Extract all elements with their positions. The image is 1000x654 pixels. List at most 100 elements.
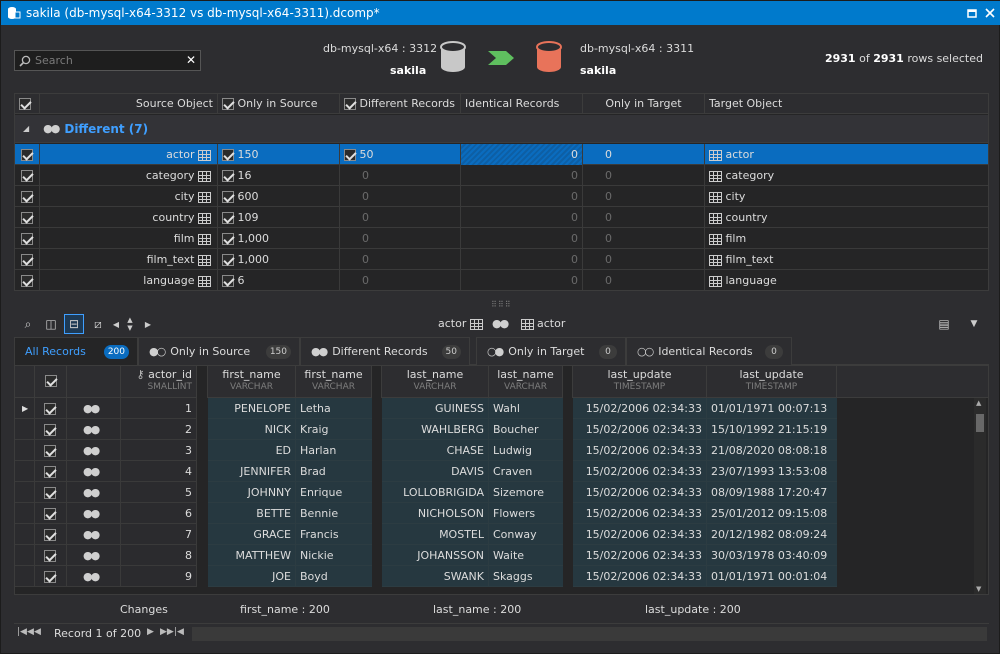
- object-row[interactable]: category 16 0 0 0 category: [15, 165, 988, 186]
- object-row[interactable]: actor 150 50 0 0 actor: [15, 144, 988, 165]
- grid-options-button[interactable]: ▤: [934, 314, 954, 334]
- col-target-object[interactable]: Target Object: [709, 97, 783, 110]
- record-select-cell[interactable]: [35, 545, 67, 566]
- different-records-cell[interactable]: 0: [340, 249, 461, 270]
- record-row[interactable]: ●● 9 JOE Boyd SWANK Skaggs 15/02/2006 02:34:33…: [15, 566, 975, 587]
- record-checkbox[interactable]: [44, 529, 56, 541]
- record-checkbox[interactable]: [44, 487, 56, 499]
- group-row-different[interactable]: ◢ ●● Different (7): [15, 115, 988, 143]
- next-diff-button[interactable]: ▶: [142, 314, 154, 334]
- object-row-checkbox[interactable]: [21, 275, 33, 287]
- tab-only-in-source[interactable]: ●○ Only in Source 150: [138, 337, 300, 365]
- horizontal-scrollbar[interactable]: [192, 627, 987, 641]
- tab-different-records[interactable]: ●● Different Records 50: [300, 337, 470, 365]
- record-checkbox[interactable]: [44, 445, 56, 457]
- only-in-source-row-checkbox[interactable]: [222, 254, 234, 266]
- record-row[interactable]: ●● 7 GRACE Francis MOSTEL Conway 15/02/2006 02…: [15, 524, 975, 545]
- panel-splitter-handle[interactable]: ⠿⠿⠿: [491, 300, 512, 309]
- only-in-source-row-checkbox[interactable]: [222, 191, 234, 203]
- object-row[interactable]: country 109 0 0 0 country: [15, 207, 988, 228]
- select-all-records-header[interactable]: [35, 366, 67, 398]
- col-last-update-target[interactable]: last_update TIMESTAMP: [707, 366, 837, 398]
- record-checkbox[interactable]: [44, 571, 56, 583]
- record-row[interactable]: ●● 5 JOHNNY Enrique LOLLOBRIGIDA Sizemore 15/0…: [15, 482, 975, 503]
- select-all-records-checkbox[interactable]: [44, 375, 57, 387]
- close-button[interactable]: [983, 6, 997, 20]
- object-row-checkbox[interactable]: [21, 170, 33, 182]
- first-record-icon[interactable]: |◀◀: [17, 627, 34, 637]
- only-in-source-cell[interactable]: 109: [218, 207, 340, 228]
- record-select-cell[interactable]: [35, 566, 67, 587]
- col-actor-id[interactable]: ⚷ actor_id SMALLINT: [121, 366, 197, 398]
- tab-only-in-target[interactable]: ○● Only in Target 0: [476, 337, 626, 365]
- options-dropdown-button[interactable]: ▼: [964, 314, 984, 334]
- record-checkbox[interactable]: [44, 403, 56, 415]
- scroll-up-icon[interactable]: ▲: [976, 399, 982, 407]
- previous-diff-button[interactable]: ◀: [110, 314, 122, 334]
- object-row-select[interactable]: [15, 228, 40, 249]
- only-in-source-cell[interactable]: 150: [218, 144, 340, 165]
- record-select-cell[interactable]: [35, 419, 67, 440]
- col-last-name-source[interactable]: last_name VARCHAR: [382, 366, 489, 398]
- object-row-select[interactable]: [15, 144, 40, 165]
- tab-identical-records[interactable]: ○○ Identical Records 0: [626, 337, 792, 365]
- tab-all-records[interactable]: All Records 200: [14, 337, 138, 365]
- different-records-cell[interactable]: 0: [340, 207, 461, 228]
- only-in-source-cell[interactable]: 16: [218, 165, 340, 186]
- scroll-down-icon[interactable]: ▼: [976, 585, 982, 593]
- different-records-cell[interactable]: 0: [340, 228, 461, 249]
- object-row-checkbox[interactable]: [21, 191, 33, 203]
- previous-record-icon[interactable]: ◀: [34, 627, 41, 637]
- only-in-source-row-checkbox[interactable]: [222, 275, 234, 287]
- col-only-in-source[interactable]: Only in Source: [218, 94, 340, 114]
- col-first-name-target[interactable]: first_name VARCHAR: [296, 366, 372, 398]
- object-row-checkbox[interactable]: [21, 254, 33, 266]
- scroll-left-icon[interactable]: ◀: [177, 627, 184, 637]
- object-row-select[interactable]: [15, 249, 40, 270]
- object-row-checkbox[interactable]: [21, 233, 33, 245]
- different-records-cell[interactable]: 0: [340, 165, 461, 186]
- select-all-objects-checkbox[interactable]: [19, 98, 31, 110]
- object-row-select[interactable]: [15, 186, 40, 207]
- only-in-source-cell[interactable]: 1,000: [218, 228, 340, 249]
- record-checkbox[interactable]: [44, 466, 56, 478]
- up-down-button[interactable]: ▲ ▼: [124, 314, 136, 334]
- collapse-triangle-icon[interactable]: ◢: [23, 124, 30, 133]
- search-input[interactable]: [35, 54, 175, 67]
- columns-layout-button[interactable]: ◫: [41, 314, 61, 334]
- record-select-cell[interactable]: [35, 503, 67, 524]
- different-records-cell[interactable]: 50: [340, 144, 461, 165]
- object-row-select[interactable]: [15, 165, 40, 186]
- only-in-source-row-checkbox[interactable]: [222, 233, 234, 245]
- split-view-button[interactable]: ⊟: [64, 314, 84, 334]
- only-in-source-cell[interactable]: 600: [218, 186, 340, 207]
- object-row[interactable]: film_text 1,000 0 0 0 film_text: [15, 249, 988, 270]
- only-in-source-row-checkbox[interactable]: [222, 212, 234, 224]
- clear-search-icon[interactable]: ✕: [185, 53, 196, 67]
- next-record-icon[interactable]: ▶: [147, 627, 154, 637]
- record-checkbox[interactable]: [44, 550, 56, 562]
- only-in-source-cell[interactable]: 1,000: [218, 249, 340, 270]
- record-row[interactable]: ●● 6 BETTE Bennie NICHOLSON Flowers 15/02/2006…: [15, 503, 975, 524]
- different-records-cell[interactable]: 0: [340, 186, 461, 207]
- record-row[interactable]: ●● 8 MATTHEW Nickie JOHANSSON Waite 15/02/2006…: [15, 545, 975, 566]
- object-row[interactable]: city 600 0 0 0 city: [15, 186, 988, 207]
- scrollbar-thumb[interactable]: [976, 414, 984, 432]
- record-row[interactable]: ●● 2 NICK Kraig WAHLBERG Boucher 15/02/2006 02…: [15, 419, 975, 440]
- record-select-cell[interactable]: [35, 440, 67, 461]
- only-in-source-checkbox[interactable]: [222, 98, 234, 110]
- record-checkbox[interactable]: [44, 508, 56, 520]
- object-row-checkbox[interactable]: [21, 149, 33, 161]
- col-source-object[interactable]: Source Object: [40, 94, 218, 114]
- record-select-cell[interactable]: [35, 482, 67, 503]
- object-row[interactable]: language 6 0 0 0 language: [15, 270, 988, 290]
- record-checkbox[interactable]: [44, 424, 56, 436]
- only-in-source-row-checkbox[interactable]: [222, 170, 234, 182]
- hide-identical-button[interactable]: ⧄: [88, 314, 108, 334]
- object-row[interactable]: film 1,000 0 0 0 film: [15, 228, 988, 249]
- col-last-name-target[interactable]: last_name VARCHAR: [489, 366, 563, 398]
- object-row-select[interactable]: [15, 207, 40, 228]
- col-identical-records[interactable]: Identical Records: [461, 94, 583, 114]
- col-different-records[interactable]: Different Records: [340, 94, 461, 114]
- object-row-checkbox[interactable]: [21, 212, 33, 224]
